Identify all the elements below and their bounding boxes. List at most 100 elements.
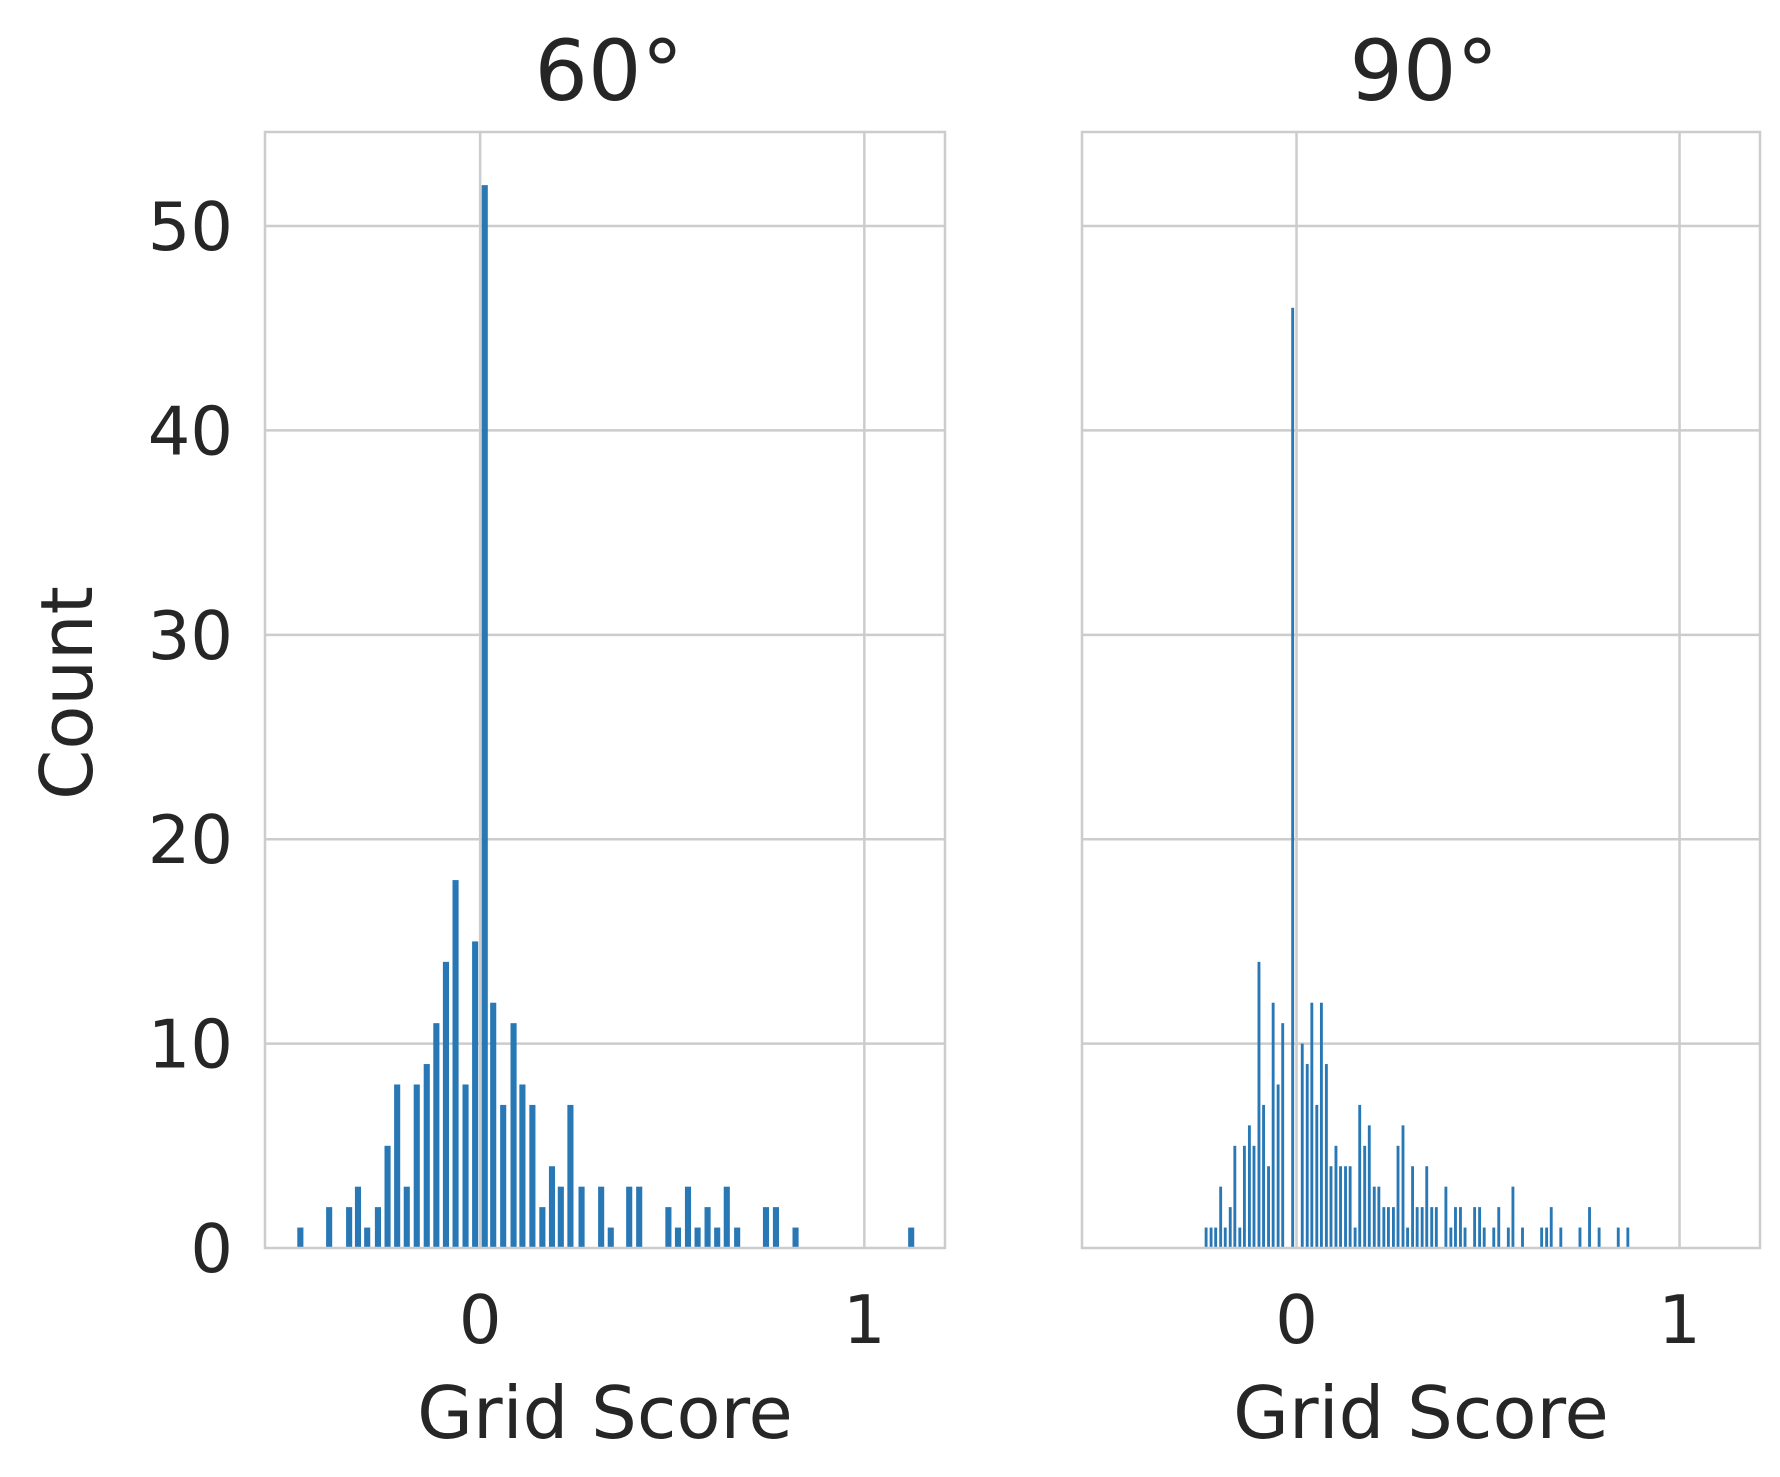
histogram-bar (1578, 1227, 1582, 1248)
bars-90 (1204, 307, 1630, 1248)
histogram-bar (567, 1104, 574, 1248)
histogram-bar (1219, 1186, 1223, 1248)
histogram-bar (1377, 1186, 1381, 1248)
axes-frame-60 (263, 130, 947, 1250)
histogram-bar (1214, 1227, 1218, 1248)
histogram-bar (442, 961, 449, 1248)
histogram-bar (529, 1104, 536, 1248)
histogram-bar (1204, 1227, 1208, 1248)
histogram-bar (1434, 1207, 1438, 1248)
histogram-bar (1411, 1166, 1415, 1248)
histogram-bar (1348, 1166, 1352, 1248)
histogram-bar (1463, 1227, 1467, 1248)
x-axis-label-90: Grid Score (1233, 1371, 1609, 1455)
histogram-bar (452, 880, 459, 1248)
histogram-bar (500, 1104, 507, 1248)
histogram-bar (578, 1186, 585, 1248)
histogram-bar (734, 1227, 741, 1248)
histogram-bar (772, 1207, 780, 1248)
histogram-bar (1449, 1227, 1453, 1248)
histogram-bar (1344, 1166, 1347, 1248)
histogram-bar (472, 941, 479, 1248)
histogram-bar (1329, 1166, 1333, 1248)
histogram-bar (1257, 961, 1261, 1248)
histogram-bar (481, 185, 488, 1248)
histogram-bar (1540, 1227, 1544, 1248)
histogram-bar (1267, 1166, 1270, 1248)
histogram-bar (1391, 1207, 1395, 1248)
histogram-bar (1339, 1166, 1342, 1248)
histogram-bar (1415, 1207, 1419, 1248)
histogram-bar (714, 1227, 721, 1248)
histogram-bar (1492, 1227, 1496, 1248)
x-tick-label: 0 (1275, 1281, 1318, 1359)
histogram-bar (1367, 1125, 1371, 1248)
histogram-bar (1406, 1227, 1410, 1248)
histogram-bar (762, 1207, 770, 1248)
histogram-bar (1382, 1207, 1386, 1248)
histogram-bar (1425, 1166, 1429, 1248)
x-tick-label: 1 (1658, 1281, 1701, 1359)
histogram-bar (354, 1186, 362, 1248)
histogram-bar (674, 1227, 682, 1248)
histogram-bar (1430, 1207, 1434, 1248)
histogram-bar (1319, 1002, 1323, 1248)
histogram-bar (1444, 1186, 1448, 1248)
histogram-bar (374, 1207, 381, 1248)
histogram-bar (636, 1186, 643, 1248)
histogram-bar (1353, 1227, 1357, 1248)
histogram-bar (490, 1002, 497, 1248)
gridlines-60 (265, 132, 945, 1248)
histogram-bar (1454, 1207, 1457, 1248)
histogram-bar (1478, 1207, 1482, 1248)
histogram-bar (1497, 1207, 1501, 1248)
histogram-bar (1482, 1227, 1486, 1248)
histogram-bar (297, 1227, 304, 1248)
histogram-bar (1473, 1207, 1477, 1248)
gridlines-90 (1082, 132, 1760, 1248)
histogram-bar (598, 1186, 605, 1248)
histogram-bar (1616, 1227, 1620, 1248)
histogram-bar (1358, 1104, 1362, 1248)
histogram-bar (1281, 1023, 1285, 1248)
histogram-bar (1459, 1207, 1462, 1248)
histogram-bar (1521, 1227, 1524, 1248)
histogram-bar (908, 1227, 915, 1248)
histogram-bar (792, 1227, 799, 1248)
histogram-bar (1545, 1227, 1549, 1248)
histogram-bar (326, 1207, 333, 1248)
histogram-bar (694, 1227, 701, 1248)
histogram-bar (1597, 1227, 1601, 1248)
histogram-bar (1228, 1207, 1232, 1248)
x-tick-label: 0 (459, 1281, 502, 1359)
histogram-bar (548, 1166, 556, 1248)
histogram-bar (607, 1227, 614, 1248)
histogram-bar (384, 1145, 391, 1248)
histogram-bar (1310, 1002, 1314, 1248)
histogram-bar (364, 1227, 371, 1248)
histogram-bar (1387, 1207, 1390, 1248)
histogram-bar (723, 1186, 730, 1248)
histogram-bar (403, 1186, 410, 1248)
histogram-bar (510, 1023, 517, 1248)
histogram-bar (626, 1186, 633, 1248)
histogram-bar (1223, 1227, 1227, 1248)
histogram-bar (1626, 1227, 1630, 1248)
histogram-bar (1276, 1084, 1280, 1248)
histogram-bar (1305, 1064, 1309, 1248)
histogram-bar (1511, 1186, 1515, 1248)
x-tick-label: 1 (843, 1281, 886, 1359)
histogram-bar (1300, 1043, 1304, 1248)
histogram-bar (1420, 1207, 1424, 1248)
histogram-bar (1238, 1227, 1242, 1248)
histogram-bar (346, 1207, 353, 1248)
panel-title-90: 90° (1350, 22, 1499, 120)
histogram-bar (557, 1186, 564, 1248)
histogram-bar (1506, 1227, 1510, 1248)
histogram-bar (1559, 1227, 1563, 1248)
histogram-bar (684, 1186, 692, 1248)
histogram-bar (665, 1207, 672, 1248)
